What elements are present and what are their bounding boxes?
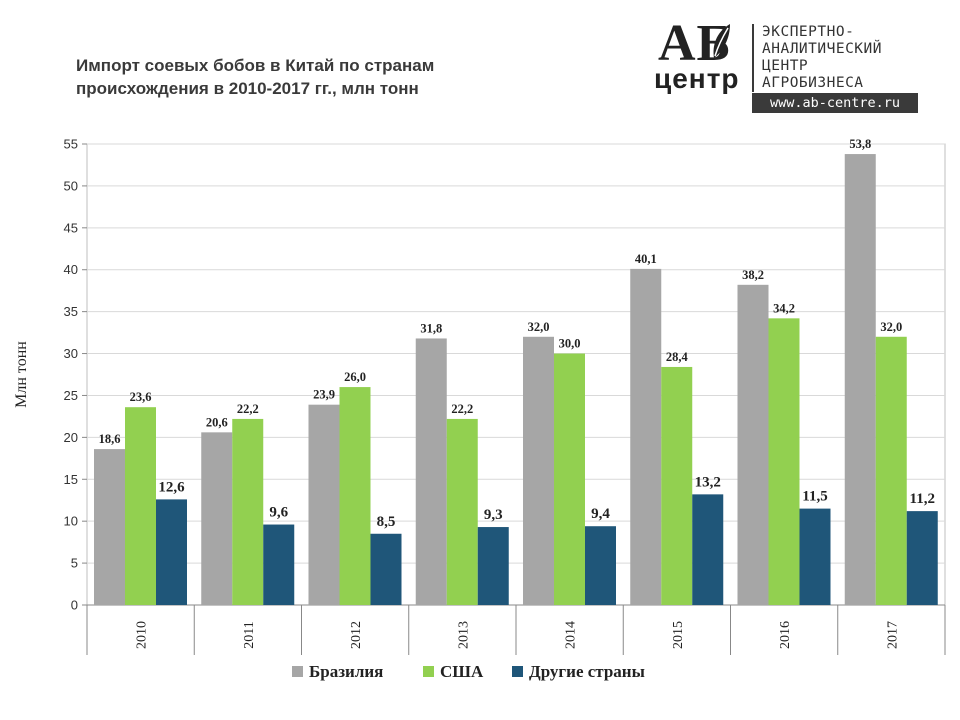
- bar-other: [585, 526, 616, 605]
- bar-brazil: [844, 154, 876, 606]
- logo-url: www.ab-centre.ru: [752, 93, 918, 113]
- bar-usa: [446, 418, 478, 605]
- bar-usa: [125, 407, 156, 605]
- y-tick-label: 5: [71, 556, 78, 571]
- bar-brazil: [308, 404, 340, 605]
- data-label: 40,1: [635, 252, 657, 266]
- data-label: 31,8: [420, 321, 442, 335]
- data-label: 23,9: [313, 388, 335, 402]
- bar-other: [799, 508, 831, 605]
- data-label: 38,2: [742, 268, 764, 282]
- bar-usa: [554, 353, 585, 605]
- logo-sub: центр: [654, 63, 740, 94]
- y-tick-label: 50: [64, 178, 78, 193]
- y-tick-label: 20: [64, 430, 78, 445]
- data-label: 23,6: [130, 390, 152, 404]
- data-label: 20,6: [206, 415, 228, 429]
- ab-centre-logo: АБ центр ЭКСПЕРТНО- АНАЛИТИЧЕСКИЙ ЦЕНТР …: [650, 18, 930, 118]
- bar-other: [692, 494, 724, 605]
- bar-usa: [339, 387, 371, 605]
- bar-usa: [661, 366, 693, 605]
- legend-label: Другие страны: [529, 662, 645, 681]
- logo-line: ЭКСПЕРТНО-: [762, 24, 855, 40]
- legend-swatch-brazil: [292, 666, 303, 677]
- y-tick-label: 15: [64, 472, 78, 487]
- leaf-icon: [713, 24, 730, 58]
- data-label: 12,6: [158, 479, 185, 495]
- data-label: 30,0: [559, 337, 581, 351]
- x-tick-label: 2016: [778, 621, 793, 649]
- data-label: 8,5: [377, 514, 396, 530]
- x-tick-label: 2015: [671, 621, 686, 649]
- data-label: 22,2: [237, 402, 259, 416]
- x-tick-label: 2014: [564, 621, 579, 649]
- data-label: 53,8: [849, 137, 871, 151]
- x-tick-label: 2012: [349, 621, 364, 649]
- bar-other: [263, 524, 295, 605]
- data-label: 22,2: [451, 402, 473, 416]
- x-tick-label: 2010: [135, 621, 150, 649]
- bar-other: [370, 533, 402, 605]
- y-tick-label: 30: [64, 346, 78, 361]
- legend-label: Бразилия: [309, 662, 383, 681]
- data-label: 34,2: [773, 301, 795, 315]
- bar-brazil: [94, 449, 125, 605]
- bar-usa: [875, 336, 907, 605]
- data-label: 13,2: [695, 474, 721, 490]
- data-label: 11,2: [910, 491, 935, 507]
- data-label: 9,3: [484, 507, 503, 523]
- data-label: 18,6: [99, 432, 121, 446]
- chart-title: Импорт соевых бобов в Китай по странам п…: [76, 56, 435, 98]
- logo-text: ЭКСПЕРТНО- АНАЛИТИЧЕСКИЙ ЦЕНТР АГРОБИЗНЕ…: [762, 24, 882, 92]
- logo-line: АГРОБИЗНЕСА: [762, 75, 864, 91]
- y-tick-label: 25: [64, 388, 78, 403]
- bar-brazil: [201, 432, 233, 605]
- logo-line: АНАЛИТИЧЕСКИЙ: [762, 41, 882, 57]
- x-tick-label: 2011: [242, 621, 257, 648]
- y-tick-label: 35: [64, 304, 78, 319]
- y-axis-label: Млн тонн: [13, 341, 30, 408]
- bar-other: [477, 527, 509, 605]
- legend-swatch-other: [512, 666, 523, 677]
- y-tick-label: 0: [71, 598, 78, 613]
- bar-other: [156, 499, 187, 605]
- data-label: 9,6: [269, 505, 288, 521]
- data-label: 11,5: [802, 489, 827, 505]
- data-label: 32,0: [528, 320, 550, 334]
- logo-divider: [752, 24, 754, 92]
- data-label: 26,0: [344, 370, 366, 384]
- legend-label: США: [440, 662, 484, 681]
- bar-brazil: [630, 268, 662, 605]
- logo-line: ЦЕНТР: [762, 58, 809, 74]
- y-tick-label: 55: [64, 137, 78, 152]
- bar-usa: [232, 418, 264, 605]
- bar-usa: [768, 318, 800, 605]
- x-tick-label: 2017: [885, 621, 900, 649]
- bar-brazil: [415, 338, 447, 605]
- y-tick-label: 45: [64, 220, 78, 235]
- bar-brazil: [737, 284, 769, 605]
- data-label: 28,4: [666, 350, 689, 364]
- bar-brazil: [523, 336, 554, 605]
- x-tick-label: 2013: [456, 621, 471, 649]
- data-label: 9,4: [591, 506, 610, 522]
- bar-other: [906, 511, 938, 605]
- data-label: 32,0: [880, 320, 902, 334]
- y-tick-label: 10: [64, 514, 78, 529]
- legend-swatch-usa: [423, 666, 434, 677]
- y-tick-label: 40: [64, 262, 78, 277]
